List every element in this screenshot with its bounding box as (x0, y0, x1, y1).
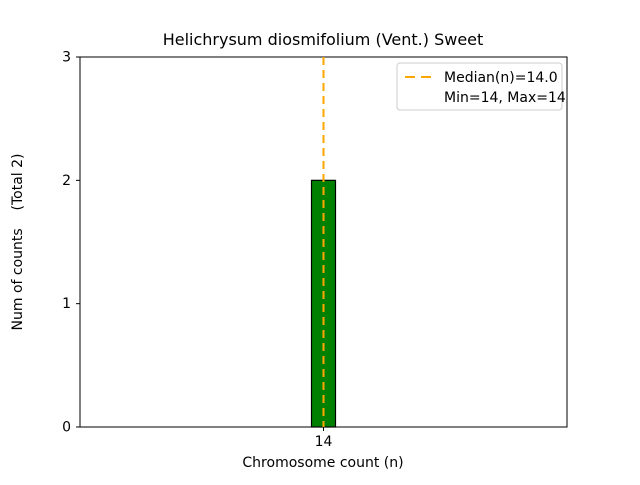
x-tick-label: 14 (315, 434, 333, 450)
y-tick-label: 2 (62, 173, 71, 189)
legend: Median(n)=14.0 Min=14, Max=14 (396, 62, 566, 111)
x-axis-label: Chromosome count (n) (242, 455, 403, 471)
y-tick-label: 1 (62, 296, 71, 312)
legend-minmax-label: Min=14, Max=14 (444, 90, 566, 106)
y-axis-label: Num of counts (Total 2) (10, 154, 26, 331)
legend-frame (396, 62, 563, 111)
x-ticks: 14 (315, 427, 333, 450)
y-ticks: 0 1 2 3 (62, 50, 80, 436)
y-tick-label: 0 (62, 420, 71, 436)
legend-median-label: Median(n)=14.0 (444, 70, 558, 86)
chart-title: Helichrysum diosmifolium (Vent.) Sweet (163, 30, 484, 49)
y-tick-label: 3 (62, 50, 71, 66)
